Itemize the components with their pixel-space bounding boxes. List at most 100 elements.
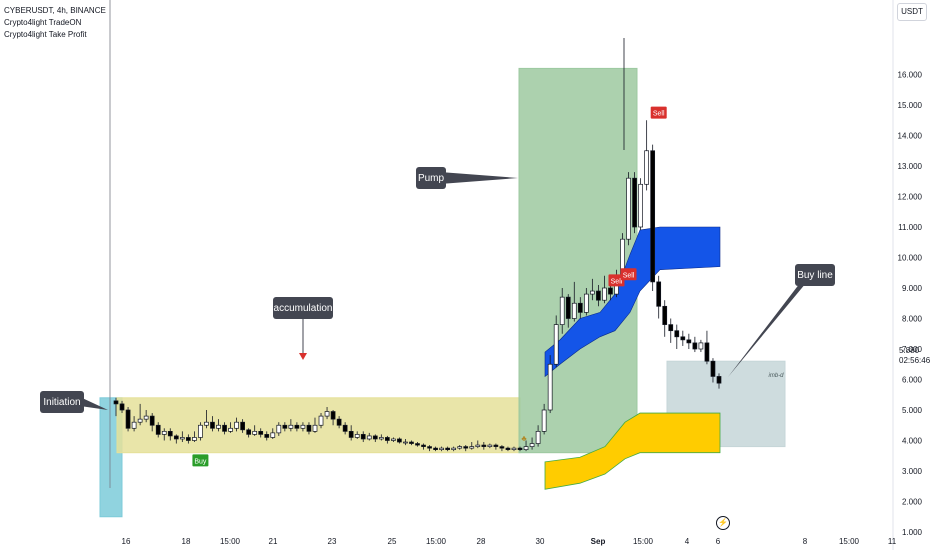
candle-body — [282, 424, 288, 429]
y-tick-label: 14.000 — [898, 132, 923, 141]
candle-body — [397, 438, 402, 443]
currency-button[interactable]: USDT — [897, 3, 927, 21]
buy-line-callout-box[interactable] — [795, 264, 835, 286]
candle-body — [324, 411, 330, 417]
candle-body — [246, 429, 252, 435]
x-tick-label: 15:00 — [220, 537, 241, 546]
signal-sell-label: Sell — [611, 278, 623, 285]
candle-body — [535, 431, 541, 444]
candle-body — [360, 434, 366, 440]
accumulation-callout-label: accumulation — [274, 303, 333, 314]
candle-body — [167, 431, 173, 437]
y-tick-label: 16.000 — [898, 71, 923, 80]
candle-body — [348, 431, 354, 438]
candle-body — [403, 441, 408, 444]
candle-body — [258, 431, 264, 435]
y-tick-label: 6.000 — [902, 376, 923, 385]
y-tick-label: 2.000 — [902, 498, 923, 507]
candle-body — [463, 446, 469, 449]
indicator-take-profit[interactable]: Crypto4light Take Profit — [4, 30, 87, 39]
candle-body — [451, 447, 457, 450]
pump-callout-box[interactable] — [416, 167, 446, 189]
x-tick-label: Sep — [591, 537, 606, 546]
x-tick-label: 15:00 — [839, 537, 860, 546]
indicator-tradeon[interactable]: Crypto4light TradeON — [4, 18, 82, 27]
candle-body — [161, 431, 167, 435]
candle-body — [511, 447, 517, 450]
candle-body — [137, 418, 143, 423]
candle-body — [457, 446, 463, 449]
y-tick-label: 8.000 — [902, 315, 923, 324]
candle-body — [294, 424, 300, 429]
candle-body — [583, 293, 589, 313]
signal-buy-badge[interactable] — [192, 454, 209, 467]
x-tick-label: 28 — [477, 537, 486, 546]
candle-body — [650, 150, 656, 283]
candle-body — [119, 403, 125, 411]
candle-body — [469, 446, 475, 449]
candle-body — [391, 438, 396, 441]
candle-body — [571, 302, 577, 319]
x-tick-label: 15:00 — [633, 537, 654, 546]
signal-sell-badge[interactable] — [650, 106, 667, 119]
y-tick-label: 5.000 — [902, 406, 923, 415]
accumulation-arrow-icon — [299, 353, 307, 360]
lightning-icon[interactable]: ⚡ — [716, 516, 730, 530]
y-tick-label: 7.000 — [902, 345, 923, 354]
signal-flag-icon: ♣ — [521, 434, 527, 443]
candle-body — [240, 421, 245, 431]
candle-body — [704, 342, 710, 362]
candle-body — [716, 376, 722, 384]
candle-body — [608, 287, 613, 295]
y-tick-label: 12.000 — [898, 193, 923, 202]
accumulation-zone — [116, 397, 521, 454]
candle-body — [644, 150, 649, 185]
candle-body — [427, 446, 432, 449]
y-tick-label: 10.000 — [898, 254, 923, 263]
candle-body — [378, 437, 384, 440]
accumulation-callout-box[interactable] — [273, 297, 333, 319]
initiation-callout-pointer — [80, 397, 108, 410]
candle-body — [602, 287, 607, 301]
y-tick-label: 3.000 — [902, 467, 923, 476]
candle-body — [125, 409, 131, 429]
candle-body — [270, 432, 276, 438]
candle-body — [680, 336, 686, 341]
candle-body — [312, 424, 318, 432]
candle-body — [475, 444, 481, 447]
symbol-title: CYBERUSDT, 4h, BINANCE — [4, 6, 106, 15]
candle-body — [662, 305, 668, 325]
candle-body — [306, 424, 312, 432]
signal-sell-badge[interactable] — [620, 268, 637, 281]
signal-sell-badge[interactable] — [608, 274, 625, 287]
signal-sell-label: Sell — [653, 111, 665, 118]
signal-buy-label: Buy — [194, 458, 207, 465]
candle-body — [276, 424, 282, 434]
x-tick-label: 4 — [685, 537, 690, 546]
candle-body — [445, 447, 450, 450]
last-price-label: 5.880 02:56:46 — [896, 346, 930, 368]
candle-body — [517, 447, 523, 450]
initiation-callout-box[interactable] — [40, 391, 84, 413]
pump-callout-pointer — [440, 172, 518, 184]
candle-body — [228, 427, 233, 432]
candle-body — [692, 342, 698, 350]
y-tick-label: 11.000 — [898, 223, 922, 232]
candle-body — [481, 444, 487, 447]
candle-body — [372, 435, 378, 440]
candle-body — [710, 360, 716, 377]
candle-body — [330, 411, 336, 420]
y-tick-label: 4.000 — [902, 437, 923, 446]
x-tick-label: 30 — [536, 537, 545, 546]
candle-body — [131, 421, 137, 429]
chart-legend: CYBERUSDT, 4h, BINANCE Crypto4light Trad… — [4, 5, 106, 41]
x-tick-label: 23 — [328, 537, 337, 546]
candle-body — [553, 324, 559, 365]
candle-body — [433, 447, 438, 450]
candle-body — [192, 437, 197, 441]
buy-line-callout-pointer — [728, 283, 806, 377]
candle-body — [336, 418, 342, 426]
y-tick-label: 9.000 — [902, 284, 923, 293]
candle-body — [385, 437, 390, 441]
